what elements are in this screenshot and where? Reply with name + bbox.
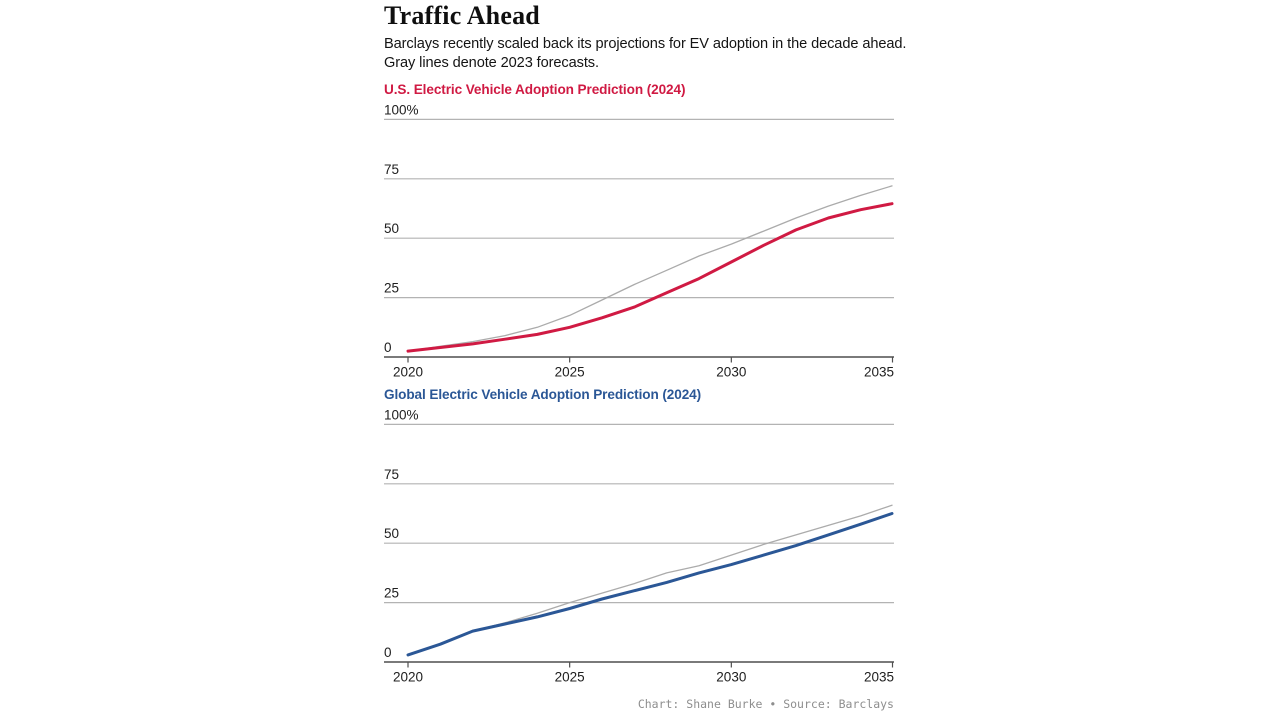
x-axis-label-2025: 2025	[555, 670, 585, 685]
page-subtitle: Barclays recently scaled back its projec…	[384, 35, 907, 73]
y-axis-label-100: 100%	[384, 407, 419, 422]
x-axis-label-2020: 2020	[393, 670, 423, 685]
y-axis-label-0: 0	[384, 340, 392, 355]
line-2024-prediction	[406, 202, 894, 353]
y-axis-label-100: 100%	[384, 102, 419, 117]
global-ev-chart-section: Global Electric Vehicle Adoption Predict…	[384, 387, 896, 690]
y-axis-label-0: 0	[384, 645, 392, 660]
y-axis-label-75: 75	[384, 162, 399, 177]
y-axis-label-25: 25	[384, 281, 399, 296]
x-axis-label-2035: 2035	[864, 670, 894, 685]
x-axis-label-2035: 2035	[864, 365, 894, 380]
y-axis-label-50: 50	[384, 526, 399, 541]
subtitle-line-2: Gray lines denote 2023 forecasts.	[384, 55, 599, 71]
us-ev-chart-title: U.S. Electric Vehicle Adoption Predictio…	[384, 82, 686, 97]
line-2024-prediction	[406, 512, 894, 657]
content-column: Traffic Ahead Barclays recently scaled b…	[384, 0, 907, 720]
global-ev-chart-title: Global Electric Vehicle Adoption Predict…	[384, 387, 702, 402]
chart-credit: Chart: Shane Burke • Source: Barclays	[637, 697, 894, 711]
page-title: Traffic Ahead	[384, 1, 540, 30]
x-axis-label-2030: 2030	[716, 670, 746, 685]
line-2023-forecast	[407, 185, 893, 352]
us-ev-chart-section: U.S. Electric Vehicle Adoption Predictio…	[384, 82, 896, 385]
y-axis-label-25: 25	[384, 586, 399, 601]
subtitle-line-1: Barclays recently scaled back its projec…	[384, 36, 907, 52]
y-axis-label-75: 75	[384, 467, 399, 482]
line-2023-forecast	[407, 504, 893, 656]
y-axis-label-50: 50	[384, 221, 399, 236]
x-axis-label-2030: 2030	[716, 365, 746, 380]
x-axis-label-2020: 2020	[393, 365, 423, 380]
x-axis-label-2025: 2025	[555, 365, 585, 380]
